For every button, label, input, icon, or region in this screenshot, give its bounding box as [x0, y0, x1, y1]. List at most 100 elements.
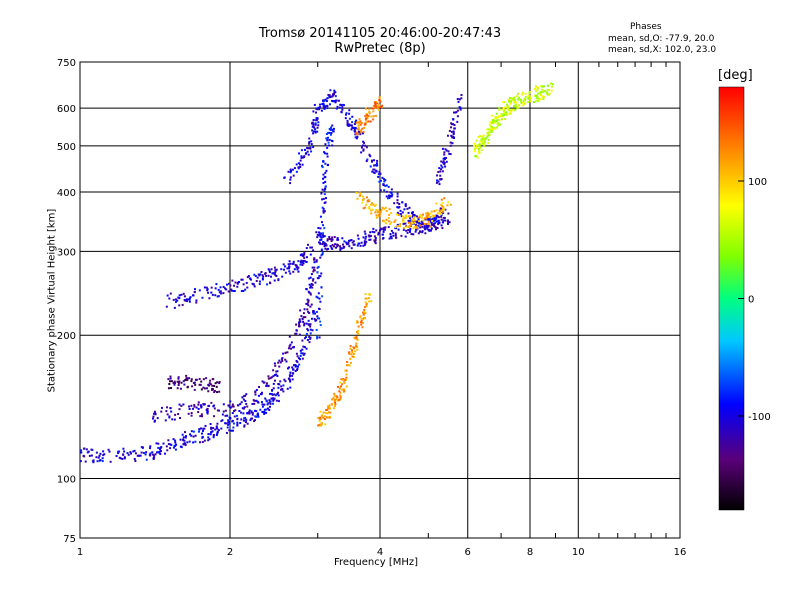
data-point: [208, 382, 211, 385]
data-point: [346, 124, 349, 127]
data-point: [321, 103, 324, 106]
data-point: [390, 229, 393, 232]
data-point: [388, 237, 391, 240]
data-point: [296, 355, 299, 358]
data-point: [332, 93, 335, 96]
stats-line-o: mean, sd,O: -77.9, 20.0: [608, 34, 715, 44]
data-point: [339, 103, 342, 106]
data-point: [350, 247, 353, 250]
data-point: [296, 266, 299, 269]
data-point: [323, 415, 326, 418]
data-point: [383, 207, 386, 210]
data-point: [92, 461, 95, 464]
data-point: [325, 248, 328, 251]
data-point: [174, 413, 177, 416]
data-point: [335, 107, 338, 110]
data-point: [446, 220, 449, 223]
data-point: [514, 99, 517, 102]
data-point: [107, 448, 110, 451]
data-point: [400, 234, 403, 237]
data-point: [301, 339, 304, 342]
data-point: [288, 379, 291, 382]
data-point: [289, 347, 292, 350]
data-point: [427, 220, 430, 223]
data-point: [491, 127, 494, 130]
data-point: [325, 408, 328, 411]
data-point: [353, 129, 356, 132]
data-point: [355, 131, 358, 134]
data-point: [488, 134, 491, 137]
data-point: [437, 216, 440, 219]
data-point: [343, 381, 346, 384]
data-point: [180, 381, 183, 384]
data-point: [200, 432, 203, 435]
data-point: [383, 180, 386, 183]
data-point: [83, 447, 86, 450]
data-point: [319, 239, 322, 242]
data-point: [394, 234, 397, 237]
data-point: [450, 122, 453, 125]
data-point: [288, 378, 291, 381]
data-point: [390, 195, 393, 198]
data-point: [440, 160, 443, 163]
data-point: [117, 450, 120, 453]
data-point: [409, 223, 412, 226]
data-point: [396, 211, 399, 214]
data-point: [216, 409, 219, 412]
data-point: [224, 422, 227, 425]
data-point: [382, 184, 385, 187]
data-point: [428, 217, 431, 220]
data-point: [354, 127, 357, 130]
data-point: [370, 300, 373, 303]
data-point: [316, 236, 319, 239]
data-point: [442, 206, 445, 209]
data-point: [185, 298, 188, 301]
data-point: [511, 97, 514, 100]
data-point: [253, 273, 256, 276]
data-point: [541, 85, 544, 88]
data-point: [320, 192, 323, 195]
data-point: [444, 165, 447, 168]
data-point: [372, 171, 375, 174]
data-point: [322, 224, 325, 227]
data-point: [320, 272, 323, 275]
data-point: [212, 405, 215, 408]
data-point: [486, 133, 489, 136]
data-point: [491, 119, 494, 122]
data-point: [284, 358, 287, 361]
colorbar-tick-label: 0: [748, 295, 754, 306]
data-point: [520, 100, 523, 103]
data-point: [327, 144, 330, 147]
data-point: [481, 139, 484, 142]
data-point: [407, 211, 410, 214]
data-point: [317, 292, 320, 295]
data-point: [121, 457, 124, 460]
data-point: [370, 209, 373, 212]
data-point: [319, 106, 322, 109]
data-point: [214, 428, 217, 431]
data-point: [318, 274, 321, 277]
data-point: [233, 410, 236, 413]
data-point: [521, 101, 524, 104]
data-point: [191, 294, 194, 297]
data-point: [323, 151, 326, 154]
data-point: [535, 89, 538, 92]
data-point: [326, 412, 329, 415]
data-point: [323, 193, 326, 196]
data-point: [339, 248, 342, 251]
data-point: [436, 179, 439, 182]
data-point: [299, 254, 302, 257]
data-point: [294, 332, 297, 335]
data-point: [215, 385, 218, 388]
data-point: [505, 103, 508, 106]
data-point: [159, 450, 162, 453]
data-point: [323, 176, 326, 179]
data-point: [151, 453, 154, 456]
data-point: [378, 231, 381, 234]
data-point: [365, 117, 368, 120]
data-point: [316, 317, 319, 320]
data-point: [369, 165, 372, 168]
data-point: [363, 308, 366, 311]
data-point: [446, 134, 449, 137]
data-point: [177, 383, 180, 386]
